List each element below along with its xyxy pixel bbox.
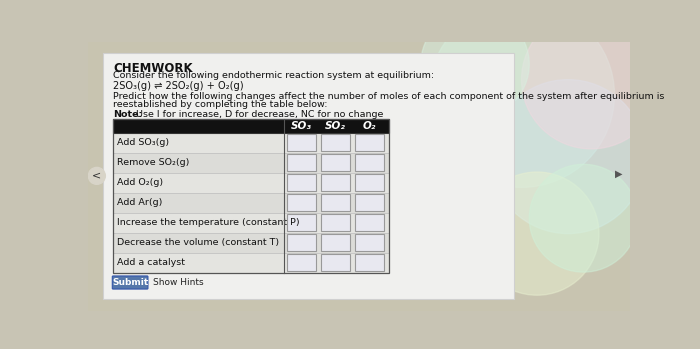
- Bar: [355, 174, 384, 191]
- Bar: [355, 214, 384, 231]
- Bar: [113, 253, 389, 273]
- Bar: [287, 235, 316, 251]
- Bar: [321, 214, 350, 231]
- Circle shape: [428, 2, 615, 187]
- Text: ▶: ▶: [615, 169, 623, 179]
- Text: Remove SO₂(g): Remove SO₂(g): [117, 158, 189, 167]
- Bar: [321, 254, 350, 271]
- Bar: [287, 154, 316, 171]
- Circle shape: [522, 10, 661, 149]
- Text: Predict how the following changes affect the number of moles of each component o: Predict how the following changes affect…: [113, 92, 664, 101]
- Text: O₂: O₂: [363, 121, 377, 131]
- Text: Decrease the volume (constant T): Decrease the volume (constant T): [117, 238, 279, 247]
- Text: Show Hints: Show Hints: [153, 278, 203, 287]
- Text: CHEMWORK: CHEMWORK: [113, 62, 192, 75]
- Text: <: <: [92, 171, 102, 181]
- Text: Submit: Submit: [112, 278, 148, 287]
- Circle shape: [421, 10, 529, 118]
- Bar: [321, 134, 350, 151]
- FancyBboxPatch shape: [112, 276, 148, 289]
- Bar: [113, 213, 389, 233]
- Text: Add O₂(g): Add O₂(g): [117, 178, 163, 187]
- Bar: [103, 53, 514, 299]
- Bar: [355, 154, 384, 171]
- Bar: [287, 174, 316, 191]
- Bar: [355, 235, 384, 251]
- Bar: [113, 233, 389, 253]
- Text: reestablished by completing the table below:: reestablished by completing the table be…: [113, 101, 328, 109]
- Circle shape: [529, 164, 638, 272]
- Bar: [321, 194, 350, 211]
- Bar: [287, 254, 316, 271]
- Bar: [287, 214, 316, 231]
- Bar: [355, 134, 384, 151]
- Text: Add Ar(g): Add Ar(g): [117, 198, 162, 207]
- Bar: [321, 154, 350, 171]
- Text: 2SO₃(g) ⇌ 2SO₂(g) + O₂(g): 2SO₃(g) ⇌ 2SO₂(g) + O₂(g): [113, 81, 244, 91]
- Bar: [113, 133, 389, 153]
- Text: Increase the temperature (constant P): Increase the temperature (constant P): [117, 218, 300, 227]
- Bar: [321, 174, 350, 191]
- Bar: [355, 254, 384, 271]
- Text: Add SO₃(g): Add SO₃(g): [117, 138, 169, 147]
- Bar: [113, 173, 389, 193]
- Circle shape: [491, 80, 645, 233]
- Text: Use I for increase, D for decrease, NC for no change: Use I for increase, D for decrease, NC f…: [133, 110, 384, 119]
- Text: Note:: Note:: [113, 110, 142, 119]
- Text: Consider the following endothermic reaction system at equilibrium:: Consider the following endothermic react…: [113, 71, 434, 80]
- Text: SO₃: SO₃: [291, 121, 312, 131]
- Bar: [287, 134, 316, 151]
- Circle shape: [88, 168, 105, 184]
- Bar: [113, 153, 389, 173]
- Circle shape: [475, 172, 599, 295]
- Text: SO₂: SO₂: [325, 121, 346, 131]
- Bar: [321, 235, 350, 251]
- Bar: [287, 194, 316, 211]
- Bar: [355, 194, 384, 211]
- Bar: [113, 193, 389, 213]
- Text: Add a catalyst: Add a catalyst: [117, 258, 185, 267]
- Bar: [113, 119, 389, 133]
- Bar: [113, 119, 389, 273]
